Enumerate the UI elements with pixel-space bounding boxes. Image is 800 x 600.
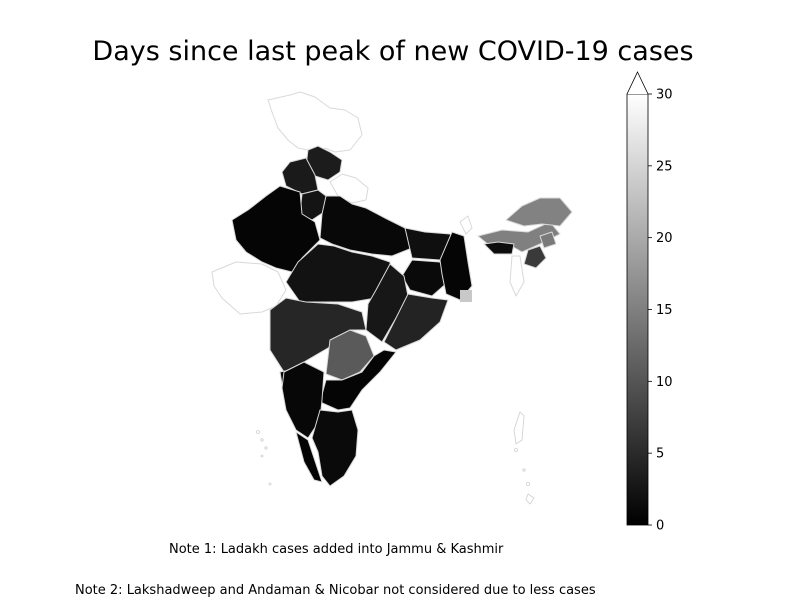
note-islands: Note 2: Lakshadweep and Andaman & Nicoba… bbox=[75, 583, 596, 598]
colorbar-tick-label: 25 bbox=[656, 159, 673, 174]
colorbar-tick-label: 15 bbox=[656, 303, 673, 318]
colorbar-ticks: 0 5 10 15 20 25 30 bbox=[648, 88, 673, 534]
region-tripura bbox=[509, 255, 525, 297]
region-telangana bbox=[325, 329, 375, 381]
colorbar-gradient bbox=[626, 93, 649, 526]
colorbar-tick-label: 30 bbox=[656, 88, 673, 103]
colorbar-tick-label: 5 bbox=[656, 447, 664, 462]
region-meghalaya bbox=[483, 241, 515, 255]
colorbar-tick-label: 10 bbox=[656, 375, 673, 390]
region-rajasthan bbox=[231, 185, 321, 273]
region-andhra-pradesh bbox=[319, 349, 397, 411]
colorbar: 0 5 10 15 20 25 30 bbox=[626, 71, 673, 534]
region-puducherry bbox=[460, 290, 472, 302]
region-maharashtra bbox=[269, 297, 367, 373]
region-uttar-pradesh bbox=[319, 195, 413, 257]
region-madhya-pradesh bbox=[285, 243, 393, 303]
region-odisha bbox=[383, 293, 449, 351]
region-nagaland bbox=[539, 231, 557, 249]
colorbar-tick-label: 0 bbox=[656, 519, 664, 534]
region-arunachal-pradesh bbox=[505, 197, 573, 227]
region-chhattisgarh bbox=[365, 263, 409, 343]
note-ladakh: Note 1: Ladakh cases added into Jammu & … bbox=[169, 542, 504, 557]
map-title: Days since last peak of new COVID-19 cas… bbox=[92, 36, 694, 67]
region-karnataka bbox=[281, 361, 325, 439]
region-tamil-nadu bbox=[311, 409, 359, 487]
region-kerala bbox=[295, 431, 323, 483]
region-manipur bbox=[523, 245, 547, 269]
region-andaman-nicobar bbox=[513, 411, 535, 505]
colorbar-tick-label: 20 bbox=[656, 231, 673, 246]
region-sikkim bbox=[459, 215, 473, 235]
region-jammu-kashmir bbox=[267, 91, 363, 159]
colorbar-extend-arrow bbox=[626, 71, 649, 95]
region-lakshadweep bbox=[256, 430, 272, 486]
